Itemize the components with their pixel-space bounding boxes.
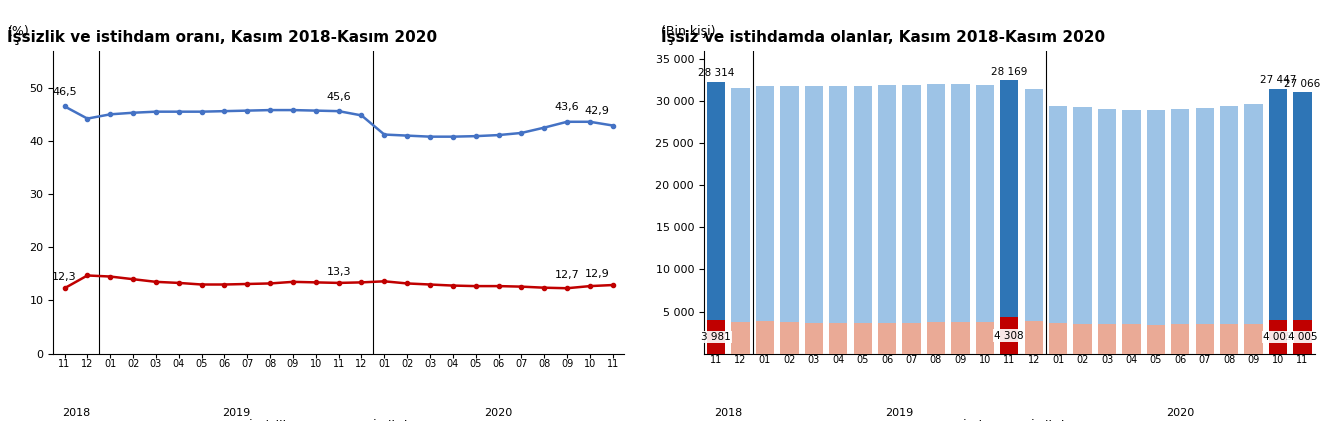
Bar — [706, 320, 725, 354]
Text: 13,3: 13,3 — [327, 266, 351, 277]
Bar — [1000, 80, 1019, 317]
Bar — [1195, 324, 1214, 354]
Text: 2018: 2018 — [714, 408, 742, 418]
Text: 46,5: 46,5 — [52, 87, 77, 97]
Bar — [903, 85, 920, 322]
Bar — [1220, 106, 1238, 324]
Text: 4 308: 4 308 — [995, 330, 1024, 341]
Bar — [951, 84, 969, 322]
Bar — [854, 323, 872, 354]
Bar — [976, 85, 993, 322]
Bar — [706, 82, 725, 320]
Bar — [829, 323, 847, 354]
Text: 2020: 2020 — [1166, 408, 1194, 418]
Text: 27 066: 27 066 — [1284, 79, 1320, 89]
Bar — [781, 322, 798, 354]
Text: İşsizlik ve istihdam oranı, Kasım 2018-Kasım 2020: İşsizlik ve istihdam oranı, Kasım 2018-K… — [8, 27, 437, 45]
Bar — [1270, 89, 1287, 320]
Bar — [1049, 323, 1068, 354]
Text: 2020: 2020 — [485, 408, 513, 418]
Bar — [781, 86, 798, 322]
Bar — [854, 86, 872, 323]
Text: 4 005: 4 005 — [1263, 332, 1293, 342]
Bar — [1000, 317, 1019, 354]
Bar — [1122, 110, 1141, 324]
Text: (%): (%) — [8, 25, 29, 38]
Text: 28 314: 28 314 — [699, 68, 734, 78]
Bar — [756, 86, 774, 321]
Bar — [903, 322, 920, 354]
Text: (Bin kişi): (Bin kişi) — [661, 25, 716, 38]
Text: 12,9: 12,9 — [584, 269, 610, 279]
Legend: İşsizlik oranı, İstihdam oranı: İşsizlik oranı, İstihdam oranı — [208, 414, 469, 421]
Text: 12,3: 12,3 — [52, 272, 77, 282]
Text: 27 447: 27 447 — [1260, 75, 1296, 85]
Text: İşsiz ve istihdamda olanlar, Kasım 2018-Kasım 2020: İşsiz ve istihdamda olanlar, Kasım 2018-… — [661, 27, 1105, 45]
Bar — [927, 84, 946, 322]
Bar — [1220, 324, 1238, 354]
Bar — [1098, 109, 1116, 324]
Bar — [1270, 320, 1287, 354]
Bar — [732, 322, 750, 354]
Bar — [1073, 107, 1092, 324]
Bar — [878, 323, 896, 354]
Bar — [1293, 92, 1312, 320]
Bar — [1293, 320, 1312, 354]
Bar — [829, 86, 847, 323]
Bar — [976, 322, 993, 354]
Bar — [1171, 325, 1190, 354]
Text: 43,6: 43,6 — [555, 102, 579, 112]
Bar — [1025, 89, 1042, 321]
Bar — [756, 321, 774, 354]
Text: 2019: 2019 — [886, 408, 914, 418]
Legend: İşsiz, İstihdam: İşsiz, İstihdam — [928, 414, 1090, 421]
Bar — [1195, 108, 1214, 324]
Bar — [1244, 104, 1263, 324]
Bar — [1025, 321, 1042, 354]
Bar — [927, 322, 946, 354]
Bar — [732, 88, 750, 322]
Bar — [1049, 106, 1068, 323]
Text: 45,6: 45,6 — [327, 92, 351, 101]
Text: 28 169: 28 169 — [991, 67, 1028, 77]
Text: 4 005: 4 005 — [1288, 332, 1317, 342]
Bar — [1147, 325, 1165, 354]
Text: 3 981: 3 981 — [701, 332, 730, 342]
Text: 2019: 2019 — [222, 408, 250, 418]
Bar — [1122, 324, 1141, 354]
Bar — [1171, 109, 1190, 325]
Text: 2018: 2018 — [62, 408, 90, 418]
Bar — [1098, 324, 1116, 354]
Text: 42,9: 42,9 — [584, 106, 610, 116]
Bar — [805, 86, 823, 322]
Bar — [805, 322, 823, 354]
Bar — [1244, 324, 1263, 354]
Bar — [878, 85, 896, 323]
Text: 12,7: 12,7 — [555, 270, 579, 280]
Bar — [1073, 324, 1092, 354]
Bar — [1147, 110, 1165, 325]
Bar — [951, 322, 969, 354]
